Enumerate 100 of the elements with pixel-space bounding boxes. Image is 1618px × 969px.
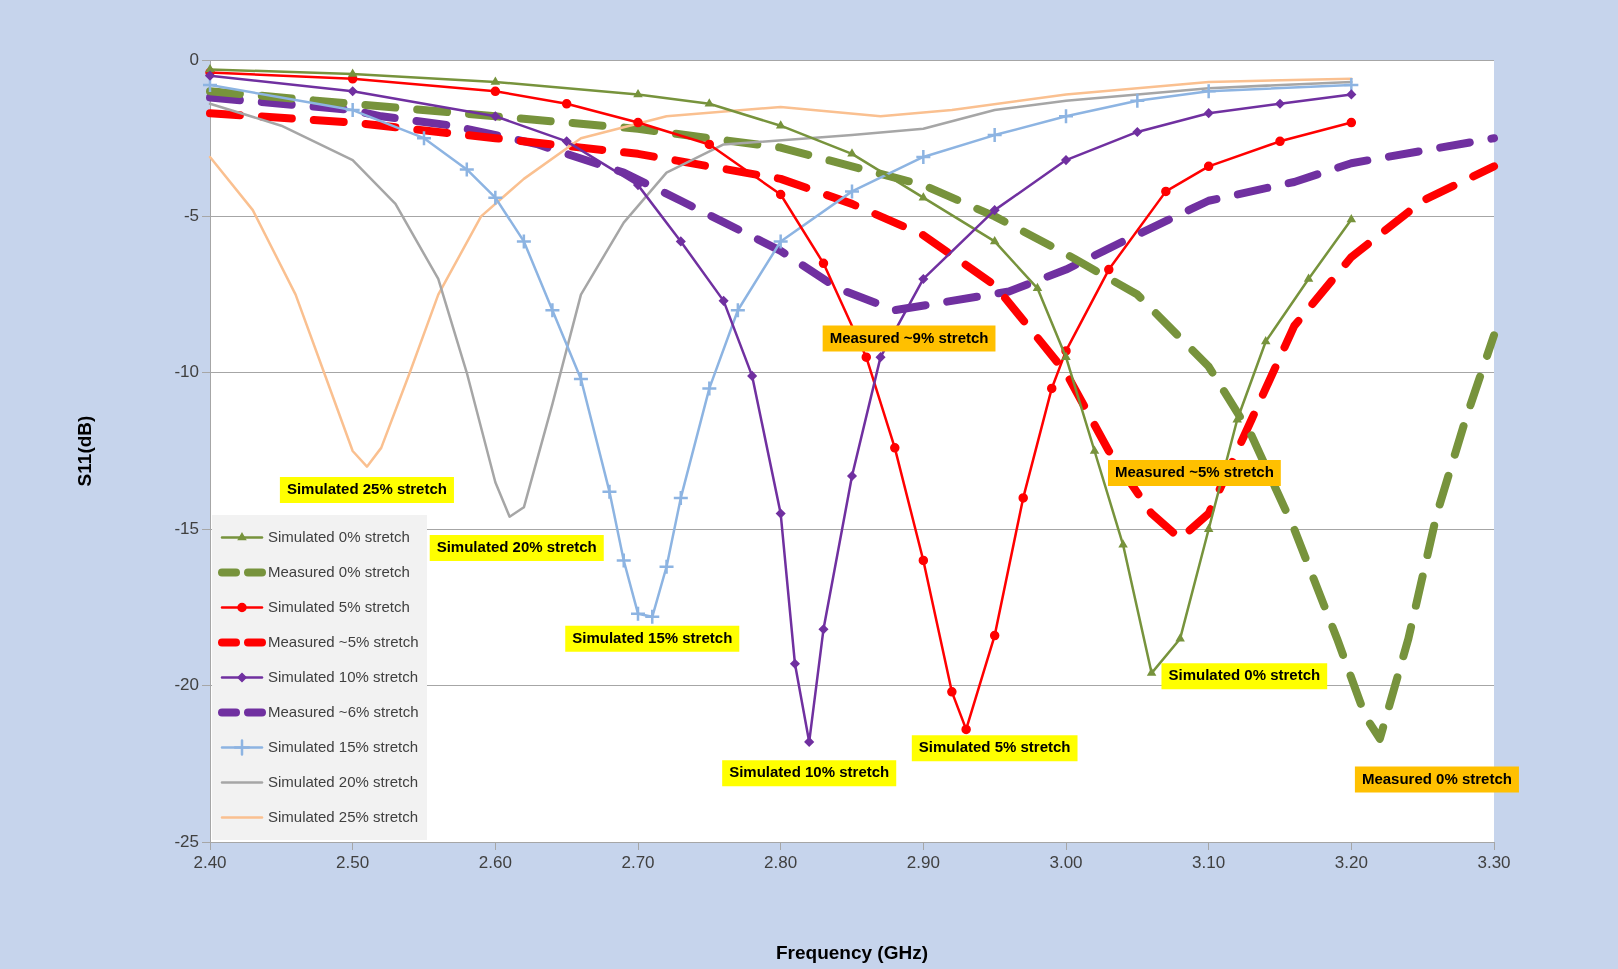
annotation: Measured ~5% stretch	[1114, 463, 1274, 481]
point	[818, 624, 829, 635]
annotation: Simulated 25% stretch	[286, 480, 447, 498]
point	[633, 89, 643, 98]
point	[804, 737, 814, 747]
point	[615, 552, 632, 569]
point	[918, 555, 929, 566]
point	[772, 233, 789, 250]
point	[790, 658, 800, 669]
point	[676, 236, 686, 247]
point	[1275, 136, 1285, 147]
point	[1129, 92, 1146, 109]
x-axis-title: Frequency (GHz)	[775, 941, 929, 963]
point	[961, 724, 971, 735]
point	[775, 508, 786, 519]
point	[989, 630, 1000, 641]
legend-label: Simulated 0% stretch	[268, 527, 410, 545]
point	[490, 111, 501, 122]
point	[818, 258, 829, 269]
x-tick-label: 2.80	[764, 852, 798, 872]
point	[776, 120, 785, 129]
x-tick-label: 3.00	[1049, 852, 1083, 872]
y-tick-label: -10	[174, 362, 199, 382]
x-tick-label: 2.70	[621, 852, 655, 872]
legend-label: Simulated 25% stretch	[268, 807, 419, 825]
annotation: Simulated 15% stretch	[572, 628, 733, 646]
point	[658, 558, 675, 575]
point	[1057, 108, 1075, 125]
point	[347, 86, 358, 97]
x-tick-label: 3.10	[1192, 852, 1226, 872]
point	[915, 148, 932, 166]
point	[1203, 108, 1214, 118]
legend-label: Measured ~6% stretch	[268, 702, 419, 720]
point	[1347, 214, 1356, 223]
y-tick-label: -5	[183, 206, 199, 226]
annotation: Simulated 20% stretch	[436, 538, 597, 556]
point	[918, 274, 929, 284]
point	[1061, 352, 1071, 360]
point	[1061, 155, 1071, 165]
y-tick-label: -15	[174, 518, 199, 538]
annotation: Measured 0% stretch	[1361, 769, 1512, 787]
point	[843, 183, 861, 200]
point	[561, 99, 572, 109]
point	[1090, 446, 1099, 454]
point	[1346, 117, 1357, 128]
point	[1175, 633, 1185, 642]
y-tick-label: -25	[174, 831, 199, 851]
point	[1018, 493, 1028, 503]
y-tick-label: 0	[189, 49, 199, 69]
annotation: Simulated 10% stretch	[729, 763, 890, 781]
point	[544, 301, 561, 319]
point	[572, 370, 590, 388]
point	[490, 86, 501, 97]
point	[701, 380, 718, 397]
point	[1204, 524, 1213, 532]
point	[1104, 264, 1114, 275]
x-tick-label: 3.20	[1334, 852, 1368, 872]
annotation: Measured ~9% stretch	[829, 328, 989, 346]
point	[875, 352, 886, 362]
point	[1346, 89, 1357, 100]
x-tick-label: 2.60	[478, 852, 512, 872]
point	[1033, 283, 1042, 292]
x-tick-label: 2.50	[336, 852, 370, 872]
point	[672, 489, 690, 507]
point	[986, 126, 1003, 144]
point	[458, 161, 476, 178]
annotation: Simulated 0% stretch	[1168, 666, 1321, 684]
point	[947, 687, 957, 697]
point	[1132, 127, 1143, 137]
point	[718, 296, 729, 306]
point	[644, 608, 661, 626]
point	[747, 371, 757, 381]
point	[1261, 336, 1270, 345]
point	[601, 483, 618, 500]
annotation: Simulated 5% stretch	[918, 738, 1071, 756]
point	[729, 301, 747, 319]
point	[1161, 186, 1171, 197]
point	[344, 101, 361, 119]
legend-label: Simulated 20% stretch	[268, 772, 419, 790]
point	[1118, 540, 1128, 548]
point	[890, 443, 900, 453]
point	[487, 189, 504, 206]
x-tick-label: 2.40	[193, 852, 227, 872]
point	[775, 189, 786, 200]
point	[415, 129, 433, 147]
point	[515, 233, 533, 250]
point	[704, 139, 715, 150]
point	[491, 77, 500, 85]
point	[861, 352, 872, 362]
point	[1275, 99, 1285, 109]
x-tick-label: 2.90	[906, 852, 940, 872]
point	[348, 69, 357, 77]
point	[629, 605, 647, 622]
point	[1200, 83, 1217, 100]
point	[989, 205, 1000, 215]
point	[990, 236, 999, 245]
y-tick-label: -20	[174, 675, 199, 695]
legend-label: Measured 0% stretch	[268, 562, 410, 580]
point	[633, 117, 643, 128]
point	[1304, 274, 1313, 282]
